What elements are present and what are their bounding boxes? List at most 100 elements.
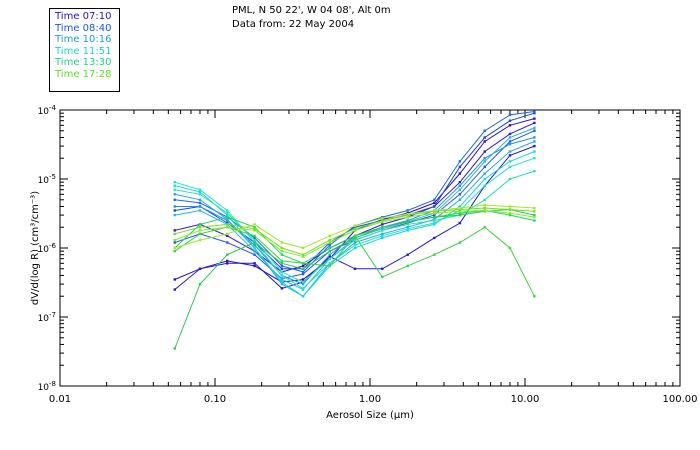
data-point: [458, 208, 462, 211]
data-point: [483, 160, 486, 163]
data-point: [483, 136, 486, 139]
data-point: [533, 121, 536, 125]
data-point: [301, 272, 305, 276]
data-point: [253, 264, 256, 268]
data-point: [253, 223, 256, 226]
data-point: [198, 282, 202, 286]
legend-item: Time 13:30: [55, 57, 112, 68]
data-point: [328, 257, 331, 260]
data-point: [508, 205, 512, 208]
data-point: [301, 295, 305, 298]
data-point: [458, 188, 462, 191]
data-point: [381, 220, 384, 223]
x-tick-label: 10.00: [511, 394, 540, 405]
data-point: [328, 262, 331, 265]
plot-frame: [59, 109, 681, 387]
data-point: [483, 206, 486, 210]
data-point: [253, 229, 256, 232]
data-point: [198, 226, 202, 229]
data-point: [353, 243, 357, 247]
legend-item: Time 08:40: [55, 22, 112, 34]
data-point: [458, 180, 462, 184]
data-point: [280, 262, 284, 265]
series-line: [174, 122, 535, 273]
data-point: [301, 255, 305, 258]
data-point: [433, 205, 436, 208]
data-point: [173, 232, 176, 236]
data-point: [280, 253, 284, 256]
x-tick-label: 0.01: [49, 394, 71, 405]
x-axis-label: Aerosol Size (μm): [326, 410, 414, 421]
data-point: [458, 160, 462, 163]
data-point: [508, 119, 512, 122]
x-tick-label: 0.10: [204, 394, 226, 405]
data-point: [433, 201, 436, 205]
data-point: [483, 157, 486, 160]
data-point: [253, 246, 256, 250]
data-point: [328, 246, 331, 250]
data-point: [198, 223, 202, 226]
data-point: [508, 150, 512, 153]
data-point: [381, 226, 384, 229]
series-line: [174, 130, 535, 280]
data-point: [406, 264, 409, 268]
data-point: [533, 169, 536, 173]
data-point: [328, 255, 331, 258]
data-point: [353, 229, 357, 232]
data-point: [508, 213, 512, 217]
series-group: [173, 110, 536, 350]
data-point: [198, 190, 202, 194]
data-point: [508, 124, 512, 127]
data-point: [458, 221, 462, 225]
data-point: [433, 209, 436, 212]
data-point: [226, 211, 229, 215]
data-point: [533, 213, 536, 217]
data-point: [328, 234, 331, 238]
data-point: [483, 198, 486, 201]
data-point: [173, 209, 176, 212]
data-point: [198, 209, 202, 212]
data-point: [458, 206, 462, 210]
data-point: [533, 110, 536, 113]
data-point: [226, 232, 229, 236]
data-point: [533, 210, 536, 213]
data-point: [301, 267, 305, 270]
data-point: [533, 111, 536, 115]
data-point: [508, 142, 512, 146]
y-tick-label: 10-5: [38, 173, 56, 186]
data-point: [198, 193, 202, 196]
data-point: [381, 275, 384, 279]
data-point: [458, 205, 462, 208]
data-point: [458, 184, 462, 187]
legend: Time 07:10 Time 08:40 Time 10:16 Time 11…: [49, 8, 120, 92]
data-point: [533, 215, 536, 219]
data-point: [173, 229, 176, 232]
data-point: [458, 172, 462, 175]
data-point: [280, 259, 284, 263]
data-point: [406, 209, 409, 212]
data-point: [433, 221, 436, 225]
chart-header: PML, N 50 22', W 04 08', Alt 0m Data fro…: [232, 4, 391, 32]
data-point: [508, 154, 512, 157]
y-tick-label: 10-7: [38, 311, 56, 324]
data-point: [353, 226, 357, 229]
data-point: [406, 229, 409, 232]
data-point: [173, 184, 176, 187]
data-point: [406, 226, 409, 229]
data-point: [406, 223, 409, 226]
data-point: [458, 210, 462, 213]
data-point: [381, 229, 384, 232]
chart-title: PML, N 50 22', W 04 08', Alt 0m: [232, 5, 391, 16]
data-point: [406, 253, 409, 256]
data-point: [508, 140, 512, 143]
data-point: [226, 226, 229, 229]
data-point: [381, 217, 384, 220]
data-point: [406, 215, 409, 219]
data-point: [406, 227, 409, 230]
data-point: [533, 157, 536, 160]
data-point: [173, 241, 176, 244]
data-point: [381, 223, 384, 226]
data-point: [328, 253, 331, 256]
data-point: [253, 253, 256, 256]
